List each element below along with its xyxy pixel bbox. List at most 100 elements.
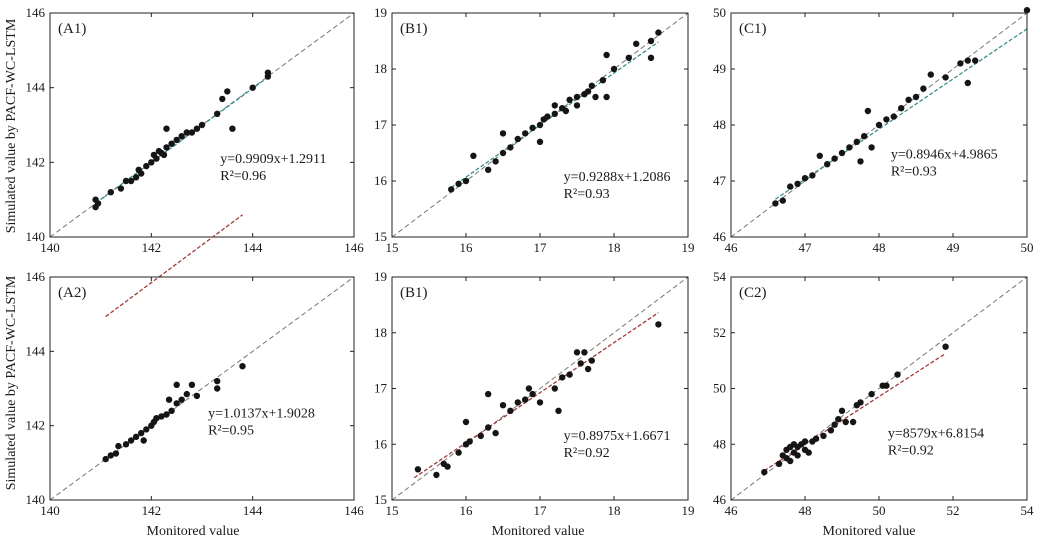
y-tick-label: 142	[26, 154, 46, 169]
y-tick-label: 48	[713, 117, 726, 132]
x-axis-title-b: Monitored value	[492, 524, 585, 539]
x-tick-label: 146	[344, 503, 364, 518]
x-tick-label: 52	[947, 503, 960, 518]
data-point	[140, 437, 147, 444]
data-point	[647, 54, 655, 61]
data-point	[610, 65, 618, 73]
one-to-one-line	[730, 276, 1028, 501]
data-point	[868, 144, 875, 151]
regression-equation: y=0.8975x+1.6671	[564, 429, 671, 444]
data-point	[824, 161, 831, 168]
data-point	[455, 449, 462, 456]
r-squared: R²=0.92	[564, 446, 610, 461]
panel-2: 15 16 17 18 19 15 16 17 18 19 (B1) y=0.9288x+1.2086…	[374, 5, 695, 255]
data-point	[470, 152, 477, 159]
data-point	[112, 450, 120, 457]
data-point	[514, 399, 521, 406]
data-point	[875, 121, 883, 129]
data-point	[775, 460, 783, 467]
y-tick-label: 144	[26, 343, 46, 358]
data-point	[842, 418, 849, 426]
data-point	[603, 93, 610, 101]
data-point	[912, 93, 920, 101]
x-tick-label: 140	[40, 503, 60, 518]
data-point	[801, 438, 809, 445]
data-point	[964, 79, 971, 87]
regression-equation: y=8579x+6.8154	[888, 427, 984, 442]
data-point	[655, 321, 662, 328]
x-tick-label: 140	[40, 240, 60, 255]
data-point	[138, 170, 145, 177]
data-point	[964, 57, 971, 64]
fit-line	[105, 214, 243, 318]
y-tick-label: 15	[374, 492, 387, 507]
data-point	[942, 74, 949, 81]
y-tick-label: 48	[713, 436, 726, 451]
data-point	[566, 371, 573, 378]
data-point	[831, 421, 838, 428]
data-point	[883, 116, 890, 123]
data-point	[444, 463, 451, 470]
y-tick-label: 15	[374, 229, 387, 244]
panel-label: (B1)	[400, 21, 428, 37]
panel-label: (B1)	[400, 285, 428, 301]
data-point	[761, 468, 768, 476]
data-point	[433, 471, 440, 479]
data-point	[551, 110, 558, 118]
y-tick-label: 17	[374, 117, 388, 132]
data-point	[127, 177, 135, 185]
data-point	[173, 381, 180, 388]
data-point	[920, 85, 927, 92]
data-point	[566, 96, 573, 104]
y-axis-title-bottom: Simulated value by PACF-WC-LSTM	[4, 275, 19, 490]
data-point	[588, 82, 595, 90]
data-point	[794, 452, 801, 459]
y-tick-label: 16	[374, 173, 388, 188]
data-point	[455, 180, 462, 187]
data-point	[178, 396, 185, 403]
data-point	[794, 180, 801, 187]
regression-equation: y=0.9909x+1.2911	[220, 152, 326, 167]
data-point	[573, 349, 581, 356]
data-point	[625, 54, 632, 61]
data-point	[573, 93, 581, 101]
x-tick-label: 16	[460, 503, 474, 518]
x-tick-label: 49	[947, 240, 960, 255]
data-point	[838, 407, 846, 414]
y-tick-label: 46	[713, 229, 727, 244]
data-point	[249, 84, 256, 91]
data-point	[957, 60, 964, 67]
panel-label: (A1)	[58, 21, 86, 37]
data-point	[588, 357, 595, 364]
scatter-panels: 140 142 144 146 140 142 144 146 (A1) y=0.9909x+1.…	[26, 5, 1035, 518]
data-point	[529, 124, 536, 131]
x-tick-label: 144	[243, 503, 263, 518]
data-point	[942, 343, 949, 350]
data-point	[551, 102, 558, 109]
data-point	[1023, 7, 1031, 14]
x-tick-label: 46	[725, 240, 739, 255]
data-point	[883, 382, 890, 389]
y-tick-label: 18	[374, 325, 387, 340]
data-point	[864, 107, 872, 115]
data-point	[183, 390, 190, 398]
data-point	[173, 136, 180, 144]
data-point	[812, 435, 820, 442]
x-tick-label: 18	[608, 240, 621, 255]
y-tick-label: 54	[713, 269, 727, 284]
data-point	[577, 360, 584, 367]
y-tick-label: 140	[26, 229, 46, 244]
x-tick-label: 142	[142, 240, 162, 255]
data-point	[898, 105, 905, 112]
plot-frame	[49, 12, 355, 238]
data-point	[163, 144, 170, 151]
data-point	[107, 452, 115, 459]
data-point	[573, 102, 581, 109]
y-tick-label: 47	[713, 173, 727, 188]
data-point	[787, 183, 794, 190]
r-squared: R²=0.93	[891, 165, 937, 180]
data-point	[555, 407, 562, 414]
x-tick-label: 142	[142, 503, 162, 518]
data-point	[647, 37, 655, 45]
